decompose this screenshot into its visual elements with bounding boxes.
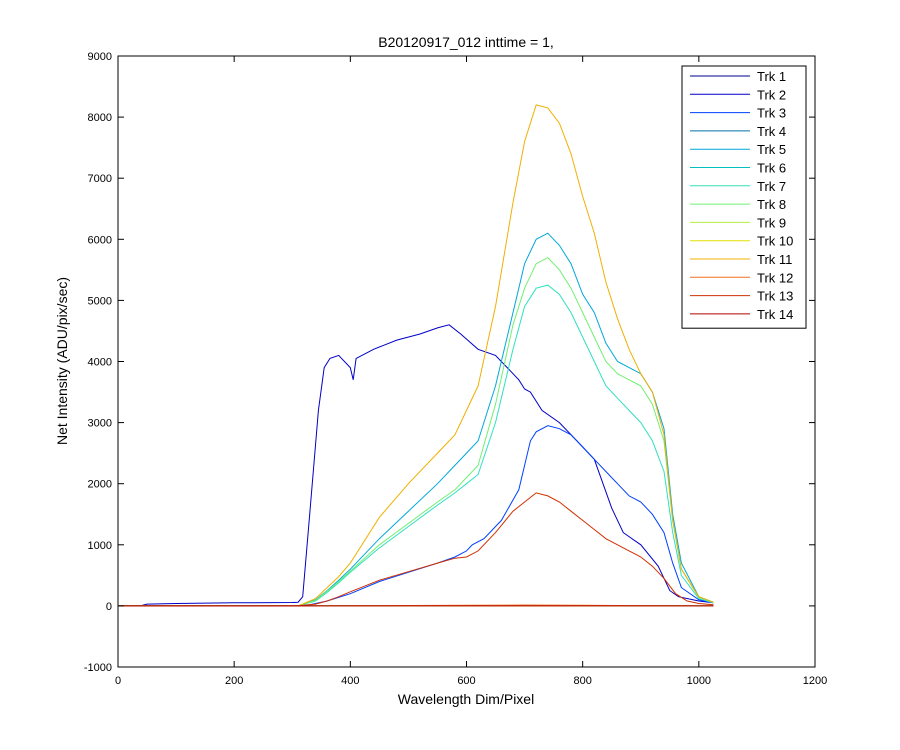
legend-entry: Trk 2 — [757, 87, 786, 102]
x-tick-label: 200 — [225, 675, 243, 687]
x-tick-label: 400 — [341, 675, 359, 687]
series-line-trk-2 — [118, 324, 714, 607]
ticks-layer: 0 200 400 600 800 1000 1200-100001000200030004… — [84, 51, 827, 687]
legend-entry: Trk 5 — [757, 142, 786, 157]
x-tick-label: 1000 — [687, 675, 711, 687]
y-tick-label: 1000 — [88, 540, 112, 552]
y-tick-label: 2000 — [88, 479, 112, 491]
legend-entry: Trk 10 — [757, 234, 793, 249]
legend-entry: Trk 3 — [757, 106, 786, 121]
y-tick-label: 5000 — [88, 295, 112, 307]
x-tick-label: 1200 — [803, 675, 827, 687]
y-tick-label: 4000 — [88, 357, 112, 369]
series-line-trk-11 — [118, 104, 714, 607]
legend-entry: Trk 13 — [757, 289, 793, 304]
legend-entry: Trk 4 — [757, 124, 786, 139]
chart-title: B20120917_012 inttime = 1, — [378, 34, 554, 50]
y-tick-label: 3000 — [88, 418, 112, 430]
y-tick-label: 6000 — [88, 234, 112, 246]
x-tick-label: 800 — [573, 675, 591, 687]
y-tick-label: 7000 — [88, 173, 112, 185]
legend-entry: Trk 7 — [757, 179, 786, 194]
legend-entry: Trk 6 — [757, 161, 786, 176]
y-tick-label: 8000 — [88, 112, 112, 124]
series-line-trk-13 — [118, 492, 714, 607]
y-tick-label: 9000 — [88, 51, 112, 63]
legend-entry: Trk 14 — [757, 307, 793, 322]
legend-entry: Trk 9 — [757, 215, 786, 230]
legend-entry: Trk 12 — [757, 270, 793, 285]
y-tick-label: -1000 — [84, 662, 112, 674]
series-layer — [118, 104, 714, 607]
legend-entry: Trk 1 — [757, 69, 786, 84]
y-axis-label: Net Intensity (ADU/pix/sec) — [54, 277, 70, 445]
x-tick-label: 600 — [457, 675, 475, 687]
x-axis-label: Wavelength Dim/Pixel — [398, 691, 534, 707]
legend-entry: Trk 11 — [757, 252, 792, 267]
legend-box — [681, 65, 807, 329]
legend-entry: Trk 8 — [757, 197, 786, 212]
series-line-trk-3 — [118, 425, 714, 607]
legend: Trk 1 Trk 2 Trk 3 Trk 4 Trk 5 Trk 6 Trk 7 Trk 8… — [681, 65, 807, 329]
series-line-trk-8 — [118, 256, 714, 607]
y-tick-label: 0 — [106, 601, 112, 613]
series-line-trk-7 — [118, 284, 714, 607]
x-tick-label: 0 — [115, 675, 121, 687]
